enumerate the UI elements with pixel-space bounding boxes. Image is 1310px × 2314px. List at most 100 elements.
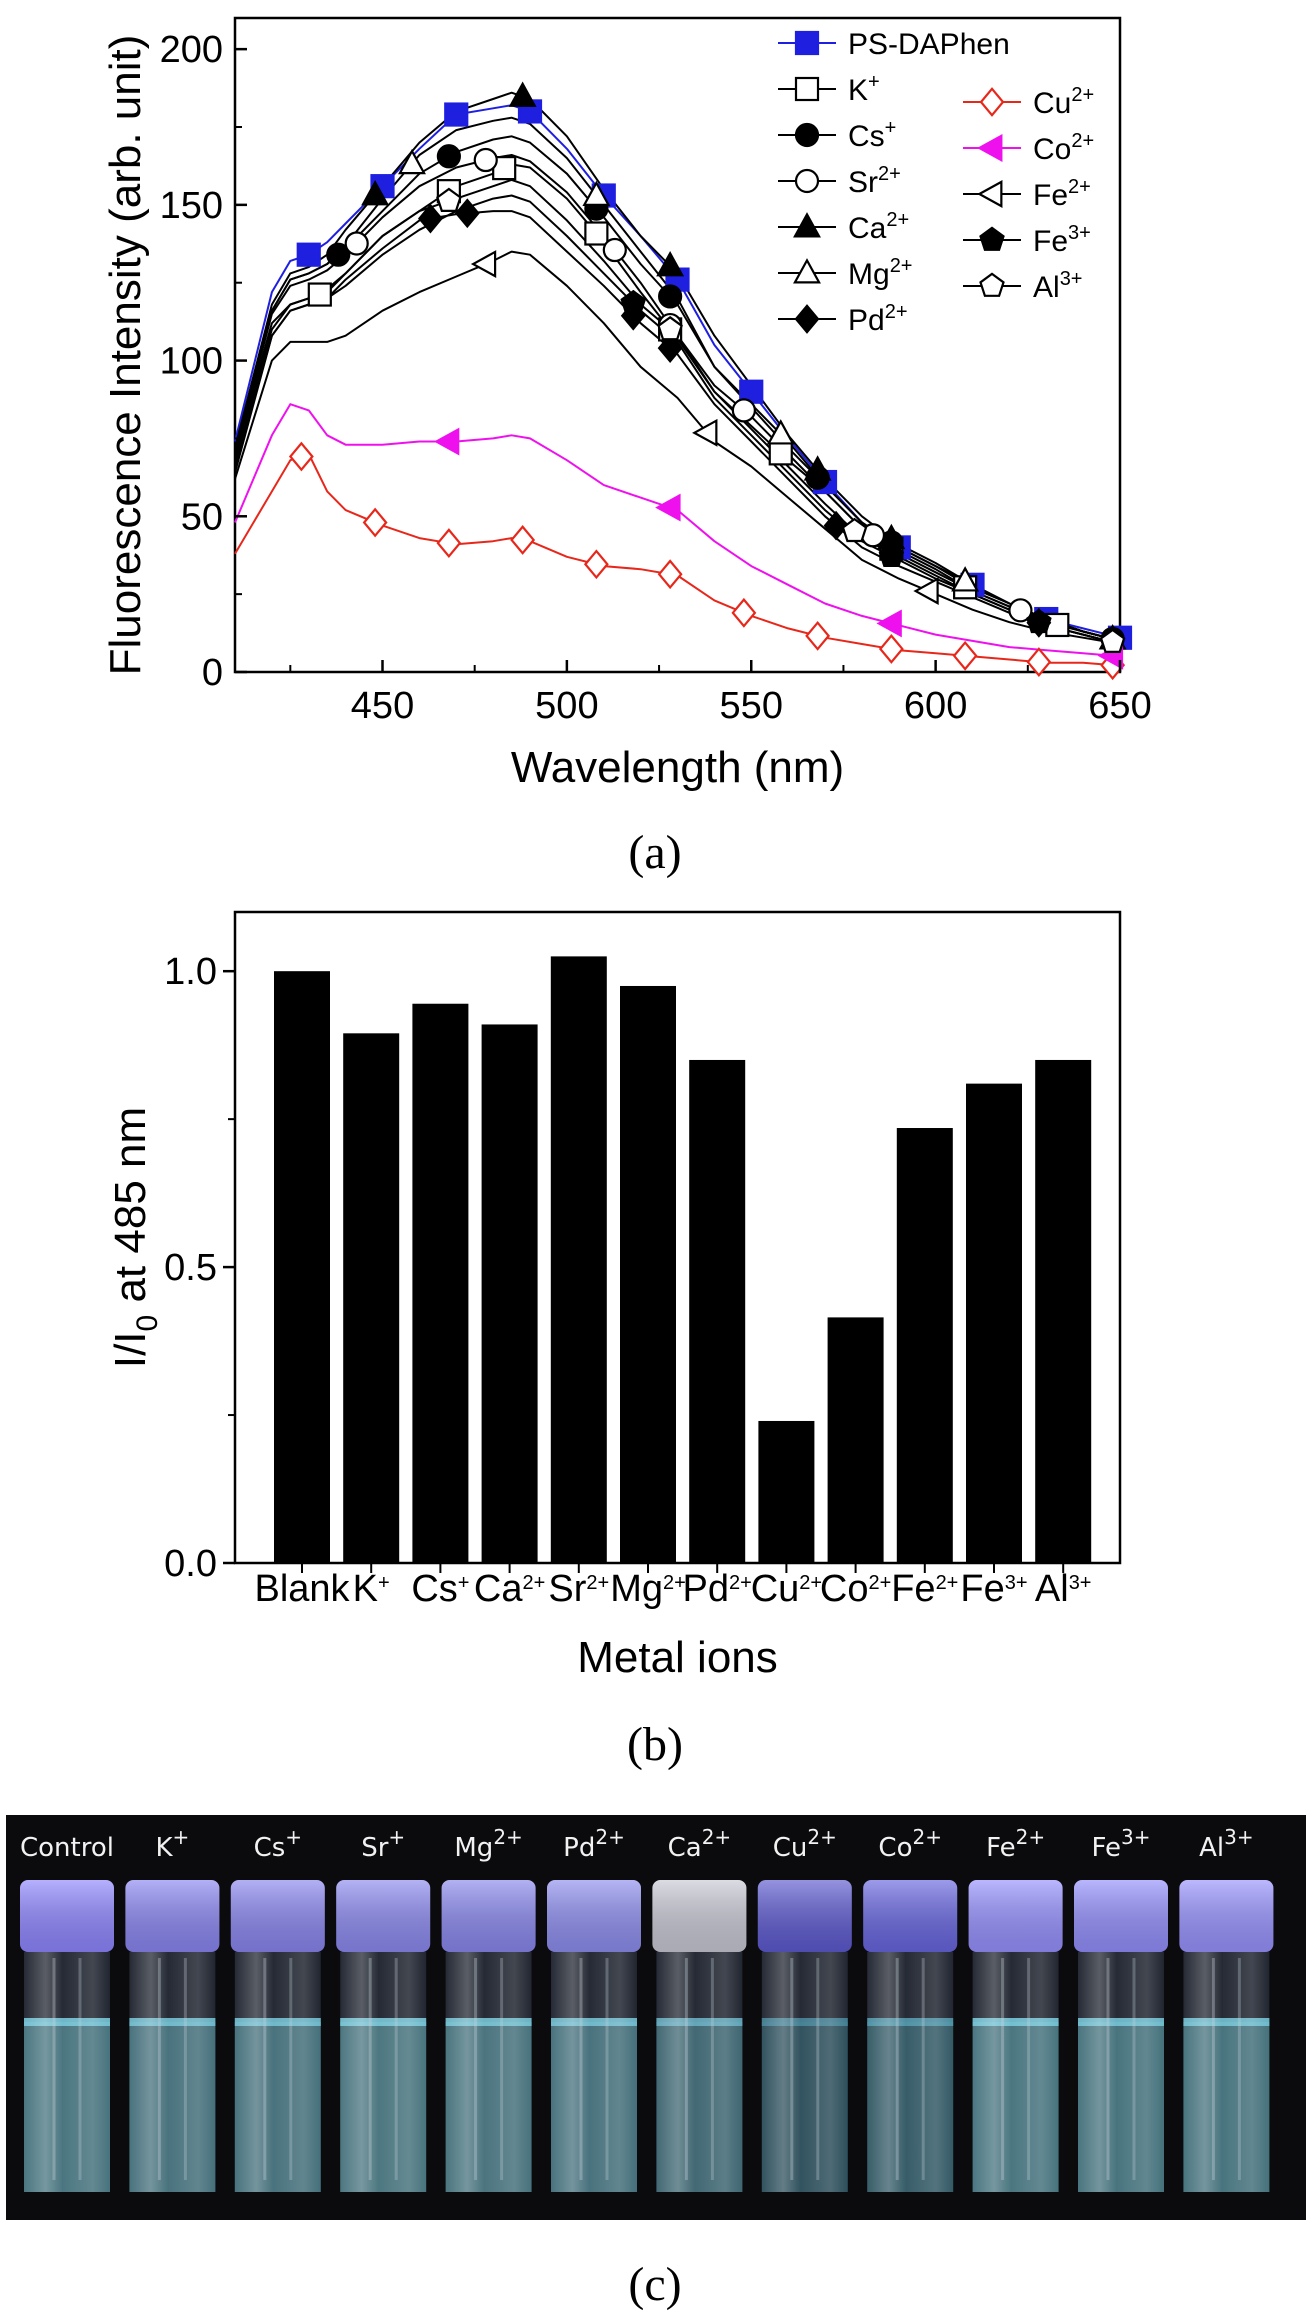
vial-glass-shine	[972, 1952, 1059, 2192]
x-tick-label: 500	[535, 685, 598, 727]
x-tick-label-4: Sr2+	[548, 1568, 609, 1610]
chart-a-series-markers	[288, 81, 1133, 681]
x-tick-label: 450	[351, 685, 414, 727]
x-tick-label-8-sup: 2+	[868, 1572, 891, 1594]
vial-label-10-sup: 3+	[1121, 1825, 1150, 1849]
legend-label-11: Al3+	[1033, 268, 1083, 304]
series-7-point-8	[878, 634, 904, 664]
y-tick-label: 100	[160, 341, 223, 383]
series-6-point-4	[823, 510, 849, 541]
bar-4	[550, 956, 607, 1563]
vial-2: Cs+	[230, 1825, 325, 2192]
legend-label-10-sup: 3+	[1068, 222, 1091, 244]
vial-label-4-sup: 2+	[493, 1825, 522, 1849]
vial-glass-shine	[129, 1952, 216, 2192]
legend-label-9: Fe2+	[1033, 176, 1091, 212]
y-tick-label: 200	[160, 29, 223, 71]
caption-a: (a)	[628, 826, 681, 879]
series-3-point-2	[602, 237, 627, 263]
series-3-point-6	[1008, 598, 1033, 623]
vial-label-9: Fe2+	[986, 1825, 1045, 1863]
legend-label-6-name: Pd	[848, 304, 885, 337]
legend-marker-5	[793, 258, 821, 284]
series-5-point-0	[398, 148, 426, 175]
bar-1	[343, 1033, 400, 1563]
x-tick-label-9: Fe2+	[891, 1568, 958, 1610]
x-tick-label-8-name: Co	[820, 1568, 869, 1610]
series-1-point-3	[584, 221, 609, 246]
vial-glass-shine	[445, 1952, 532, 2192]
vial-cap-shine	[968, 1880, 1063, 1952]
series-6-point-3	[657, 333, 683, 364]
chart-b-y-axis-label-rest: at 485 nm	[106, 1107, 155, 1315]
vial-label-3-sup: +	[388, 1825, 405, 1849]
chart-b-x-axis-label: Metal ions	[577, 1633, 778, 1682]
series-4-point-1	[508, 81, 537, 107]
vial-label-8: Co2+	[878, 1825, 942, 1863]
series-11-point-0	[436, 187, 462, 212]
series-7-point-5	[657, 559, 683, 590]
chart-b-y-axis-label: I/I0 at 485 nm	[106, 1107, 164, 1368]
x-tick-label-10-sup: 3+	[1005, 1572, 1028, 1594]
vial-cap-shine	[547, 1880, 641, 1952]
vial-label-2: Cs+	[254, 1825, 302, 1863]
x-tick-label-9-name: Fe	[891, 1568, 935, 1610]
series-2-point-1	[436, 144, 461, 169]
series-line-7	[234, 453, 1121, 667]
y-tick-label: 50	[181, 496, 223, 538]
bar-0	[274, 971, 330, 1563]
series-line-4	[234, 91, 1121, 642]
x-tick-label-8: Co2+	[820, 1568, 891, 1610]
vial-label-1-name: K	[155, 1833, 173, 1863]
x-tick-label-5-sup: 2+	[663, 1572, 686, 1594]
series-7-point-4	[583, 549, 609, 580]
series-2-point-3	[658, 284, 683, 309]
legend-marker-8	[977, 134, 1003, 162]
vial-7: Cu2+	[757, 1825, 852, 2192]
y-tick-label: 0	[202, 652, 223, 694]
x-tick-label-11-sup: 3+	[1069, 1572, 1092, 1594]
vial-photo: Control K+ Cs+ Sr+ Mg2+ Pd2+ Ca2+ Cu2+ Co2+ Fe2+ F…	[6, 1815, 1306, 2220]
series-3-point-4	[731, 398, 756, 423]
vial-label-11-sup: 3+	[1224, 1825, 1253, 1849]
vial-cap-shine	[336, 1880, 431, 1952]
vial-cap-shine	[1074, 1880, 1168, 1952]
series-7-point-3	[510, 525, 536, 555]
series-11-point-1	[657, 315, 683, 341]
x-tick-label-1-name: K	[353, 1568, 378, 1610]
vial-glass-shine	[1078, 1952, 1164, 2192]
legend-label-11-sup: 3+	[1060, 268, 1083, 290]
series-0-point-0	[296, 242, 321, 267]
bar-2	[412, 1003, 469, 1563]
legend-label-7-sup: 2+	[1071, 84, 1094, 106]
x-tick-label-1-sup: +	[378, 1572, 390, 1594]
legend-label-4-name: Ca	[848, 212, 887, 245]
series-line-0	[234, 104, 1121, 639]
legend-marker-0	[794, 30, 820, 56]
series-4-point-3	[803, 455, 832, 481]
vial-label-7-name: Cu	[773, 1833, 808, 1863]
vial-label-0: Control	[20, 1833, 114, 1863]
x-tick-label-6-name: Pd	[683, 1568, 729, 1610]
vial-label-8-sup: 2+	[912, 1825, 941, 1849]
vial-row: Control K+ Cs+ Sr+ Mg2+ Pd2+ Ca2+ Cu2+ Co2+ Fe2+ F…	[20, 1825, 1274, 2192]
vial-cap-shine	[125, 1880, 220, 1952]
legend-label-5-name: Mg	[848, 258, 890, 291]
x-tick-label-3: Ca2+	[474, 1568, 545, 1610]
series-3-point-1	[473, 147, 498, 173]
vial-3: Sr+	[336, 1825, 431, 2192]
legend-label-1: K+	[848, 71, 880, 107]
legend-label-3: Sr2+	[848, 163, 901, 199]
legend-marker-7	[979, 87, 1005, 117]
legend-label-7: Cu2+	[1033, 84, 1094, 120]
series-8-point-0	[433, 427, 460, 456]
legend-label-7-name: Cu	[1033, 87, 1071, 120]
vial-label-10: Fe3+	[1091, 1825, 1150, 1863]
legend-marker-2	[794, 122, 820, 148]
series-6-point-0	[418, 203, 443, 234]
x-tick-label: 600	[904, 685, 967, 727]
vial-8: Co2+	[863, 1825, 958, 2192]
legend-marker-11	[979, 272, 1005, 297]
series-7-point-10	[1026, 647, 1052, 677]
y-tick-label: 0.5	[164, 1247, 217, 1289]
